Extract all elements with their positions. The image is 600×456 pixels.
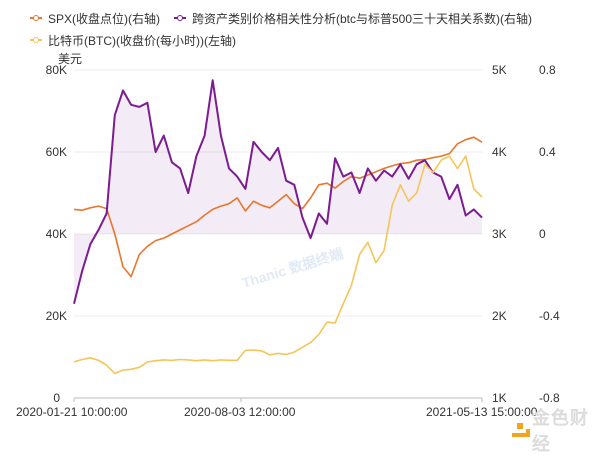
legend-label-spx: SPX(收盘点位)(右轴) bbox=[48, 11, 160, 26]
correlation-area-fill bbox=[74, 80, 482, 304]
y-right-corr-tick: -0.8 bbox=[539, 391, 560, 405]
x-tick-label: 2021-05-13 15:00:00 bbox=[426, 405, 538, 419]
series-lines bbox=[73, 79, 483, 375]
y-right-corr-tick: -0.4 bbox=[539, 309, 560, 323]
y-right-corr-tick: 0.8 bbox=[539, 63, 556, 77]
chart-legend: SPX(收盘点位)(右轴) 跨资产类别价格相关性分析(btc与标普500三十天相… bbox=[30, 7, 546, 51]
legend-line-marker-icon bbox=[174, 13, 186, 23]
y-left-tick: 0 bbox=[53, 391, 60, 405]
grid-lines bbox=[74, 69, 482, 317]
y-left-tick: 60K bbox=[46, 145, 67, 159]
legend-line-marker-icon bbox=[30, 35, 42, 45]
legend-item-btc[interactable]: 比特币(BTC)(收盘价(每小时))(左轴) bbox=[30, 32, 236, 49]
x-tick-label: 2020-08-03 12:00:00 bbox=[184, 405, 296, 419]
y-axis-unit-label: 美元 bbox=[58, 52, 83, 66]
legend-line-marker-icon bbox=[30, 13, 42, 23]
chart-canvas: 80K 60K 40K 20K 0 5K 4K 3K 2K 1K 0.8 0.4… bbox=[16, 63, 560, 419]
y-right-corr-tick: 0 bbox=[539, 227, 546, 241]
legend-label-btc: 比特币(BTC)(收盘价(每小时))(左轴) bbox=[48, 33, 236, 48]
y-right-corr-tick: 0.4 bbox=[539, 145, 556, 159]
y-right-spx-tick: 3K bbox=[492, 227, 507, 241]
brand-logo: 金色财经 bbox=[512, 404, 600, 456]
y-right-spx-tick: 1K bbox=[492, 391, 507, 405]
y-left-tick: 40K bbox=[46, 227, 67, 241]
y-right-spx-tick: 4K bbox=[492, 145, 507, 159]
y-right-spx-tick: 5K bbox=[492, 63, 507, 77]
legend-item-spx[interactable]: SPX(收盘点位)(右轴) bbox=[30, 10, 160, 27]
legend-label-correlation: 跨资产类别价格相关性分析(btc与标普500三十天相关系数)(右轴) bbox=[192, 11, 533, 26]
y-left-tick: 80K bbox=[46, 63, 67, 77]
series-line bbox=[73, 79, 483, 304]
series-line bbox=[73, 136, 483, 278]
brand-logo-text: 金色财经 bbox=[531, 408, 589, 454]
legend-item-correlation[interactable]: 跨资产类别价格相关性分析(btc与标普500三十天相关系数)(右轴) bbox=[174, 10, 532, 27]
x-tick-label: 2020-01-21 10:00:00 bbox=[16, 405, 128, 419]
y-right-spx-tick: 2K bbox=[492, 309, 507, 323]
axes: 80K 60K 40K 20K 0 5K 4K 3K 2K 1K 0.8 0.4… bbox=[16, 63, 560, 419]
y-left-tick: 20K bbox=[46, 309, 67, 323]
series-line bbox=[73, 155, 483, 375]
brand-logo-icon bbox=[512, 421, 530, 439]
